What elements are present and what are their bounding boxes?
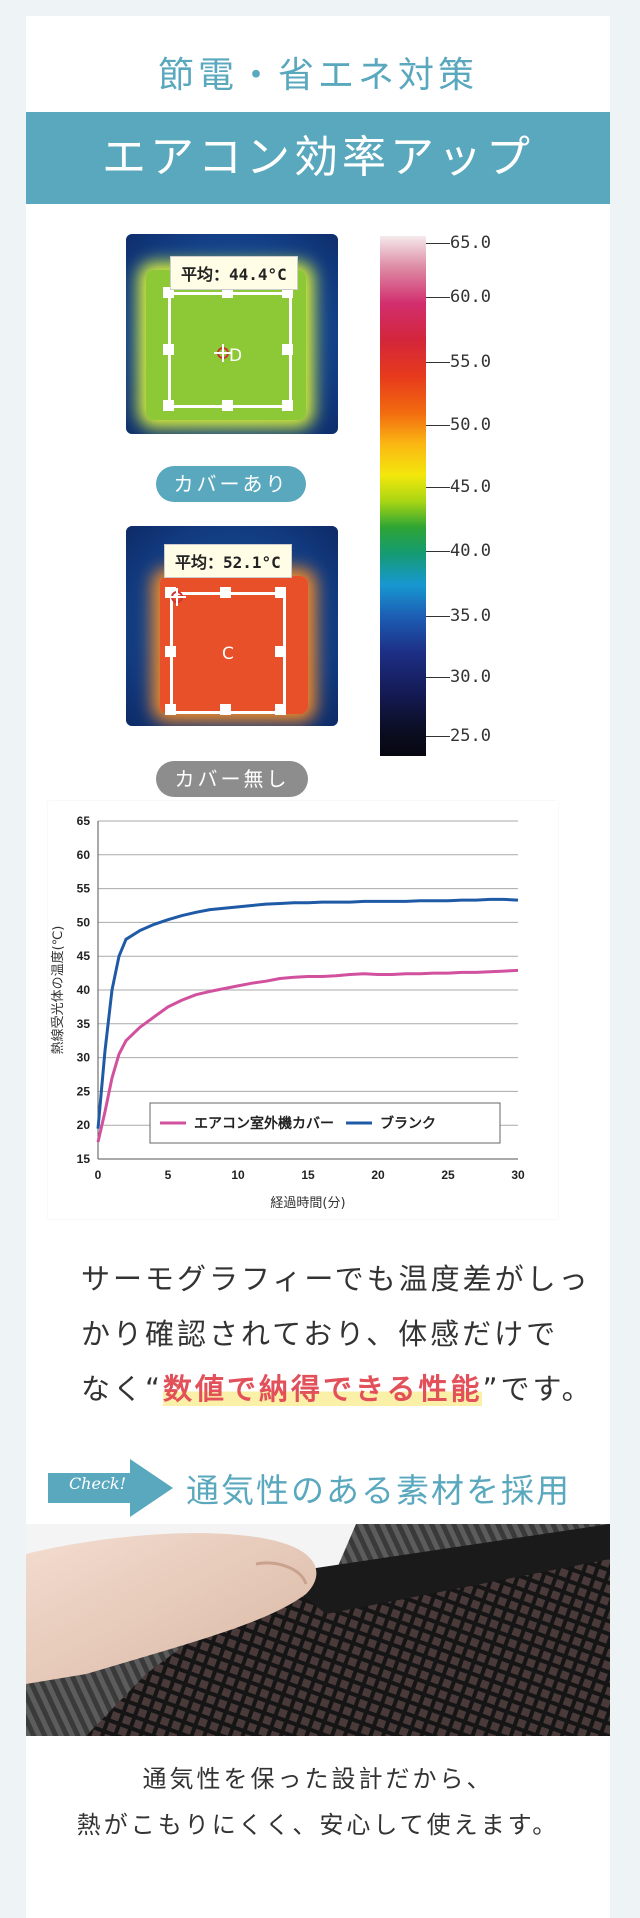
y-tick-label: 25 xyxy=(77,1084,91,1098)
scale-tick xyxy=(426,487,450,488)
thermo-image-without-cover: C 平均：52.1°C xyxy=(126,526,338,726)
chart-svg: 15 20 25 30 35 40 45 50 55 60 65 0 5 10 15 20 25 30 経過時間(分… xyxy=(50,814,525,1211)
series-line-blank xyxy=(96,897,519,1129)
thermo-image-with-cover: D 平均：44.4°C xyxy=(126,234,338,434)
body-line: なく“数値で納得できる性能”です。 xyxy=(81,1362,601,1417)
scale-label: 40.0 xyxy=(450,541,491,561)
mesh-material-photo xyxy=(26,1524,610,1736)
measure-handle xyxy=(282,287,293,298)
measure-handle xyxy=(275,587,286,598)
legend-label: ブランク xyxy=(380,1115,436,1132)
x-tick-label: 25 xyxy=(441,1168,455,1182)
scale-tick xyxy=(426,677,450,678)
check-label: Check! xyxy=(68,1474,127,1493)
scale-tick xyxy=(426,243,450,244)
y-tick-label: 50 xyxy=(77,915,91,929)
page-title: エアコン効率アップ xyxy=(102,132,534,183)
average-temperature-label: 平均：52.1°C xyxy=(164,544,292,578)
y-tick-label: 15 xyxy=(77,1152,91,1166)
measure-handle xyxy=(282,400,293,411)
crosshair-icon xyxy=(214,344,232,362)
measure-handle xyxy=(220,587,231,598)
scale-label: 25.0 xyxy=(450,726,491,746)
content-card: 節電・省エネ対策 エアコン効率アップ D 平均：44.4°C カバーあり xyxy=(26,16,610,1918)
scale-label: 35.0 xyxy=(450,606,491,626)
title-banner: エアコン効率アップ xyxy=(26,112,610,204)
closing-text: 通気性を保った設計だから、 熱がこもりにくく、安心して使えます。 xyxy=(26,1756,610,1848)
y-tick-label: 35 xyxy=(77,1017,91,1031)
x-tick-label: 30 xyxy=(511,1168,525,1182)
scale-label: 55.0 xyxy=(450,352,491,372)
measure-handle xyxy=(165,704,176,715)
measure-handle xyxy=(163,400,174,411)
y-tick-label: 65 xyxy=(77,814,91,828)
closing-line: 熱がこもりにくく、安心して使えます。 xyxy=(76,1811,560,1839)
temperature-line-chart: 15 20 25 30 35 40 45 50 55 60 65 0 5 10 15 20 25 30 経過時間(分… xyxy=(48,801,558,1219)
measure-handle xyxy=(275,646,286,657)
x-tick-label: 0 xyxy=(95,1168,102,1182)
x-tick-label: 10 xyxy=(231,1168,245,1182)
scale-tick xyxy=(426,551,450,552)
x-tick-label: 15 xyxy=(301,1168,315,1182)
measure-handle xyxy=(282,344,293,355)
measure-handle xyxy=(163,287,174,298)
y-tick-label: 20 xyxy=(77,1118,91,1132)
legend-label: エアコン室外機カバー xyxy=(194,1115,334,1132)
caption-without-cover: カバー無し xyxy=(156,761,308,797)
body-line: かり確認されており、体感だけで xyxy=(81,1317,559,1351)
y-tick-label: 45 xyxy=(77,949,91,963)
scale-tick xyxy=(426,362,450,363)
scale-label: 45.0 xyxy=(450,477,491,497)
crosshair-icon xyxy=(168,588,186,606)
measure-handle xyxy=(222,287,233,298)
body-text: サーモグラフィーでも温度差がしっ かり確認されており、体感だけで なく“数値で納… xyxy=(81,1252,601,1417)
measure-handle xyxy=(165,587,176,598)
body-line: サーモグラフィーでも温度差がしっ xyxy=(81,1262,591,1296)
scale-label: 50.0 xyxy=(450,415,491,435)
body-text-post: ”です。 xyxy=(482,1372,594,1406)
check-title: 通気性のある素材を採用 xyxy=(186,1471,571,1510)
x-tick-label: 20 xyxy=(371,1168,385,1182)
y-tick-label: 40 xyxy=(77,983,91,997)
chart-legend xyxy=(149,1102,501,1144)
scale-label: 60.0 xyxy=(450,287,491,307)
caption-with-cover: カバーあり xyxy=(156,466,306,502)
y-tick-label: 60 xyxy=(77,848,91,862)
measure-handle xyxy=(163,344,174,355)
check-arrow-icon xyxy=(48,1459,173,1517)
measure-mark: D xyxy=(229,346,243,366)
temperature-color-scale xyxy=(380,236,426,756)
measure-mark: C xyxy=(222,644,234,664)
measure-handle xyxy=(275,704,286,715)
measure-handle xyxy=(165,646,176,657)
body-text-pre: なく“ xyxy=(81,1372,164,1406)
measure-handle xyxy=(222,400,233,411)
average-temperature-label: 平均：44.4°C xyxy=(170,256,298,290)
scale-tick xyxy=(426,425,450,426)
scale-tick xyxy=(426,736,450,737)
section-subtitle: 節電・省エネ対策 xyxy=(157,55,478,96)
scale-label: 65.0 xyxy=(450,233,491,253)
scale-tick xyxy=(426,297,450,298)
highlight-text: 数値で納得できる性能 xyxy=(163,1372,483,1406)
x-tick-label: 5 xyxy=(165,1168,172,1182)
measure-handle xyxy=(220,704,231,715)
scale-label: 30.0 xyxy=(450,667,491,687)
y-axis-label: 熱線受光体の温度(℃) xyxy=(50,926,66,1055)
scale-tick xyxy=(426,616,450,617)
mesh-photo-illustration xyxy=(26,1524,610,1736)
series-line-cover xyxy=(96,968,519,1143)
y-tick-label: 30 xyxy=(77,1051,91,1065)
y-tick-label: 55 xyxy=(77,882,91,896)
x-axis-label: 経過時間(分) xyxy=(270,1196,345,1211)
closing-line: 通気性を保った設計だから、 xyxy=(142,1765,494,1793)
